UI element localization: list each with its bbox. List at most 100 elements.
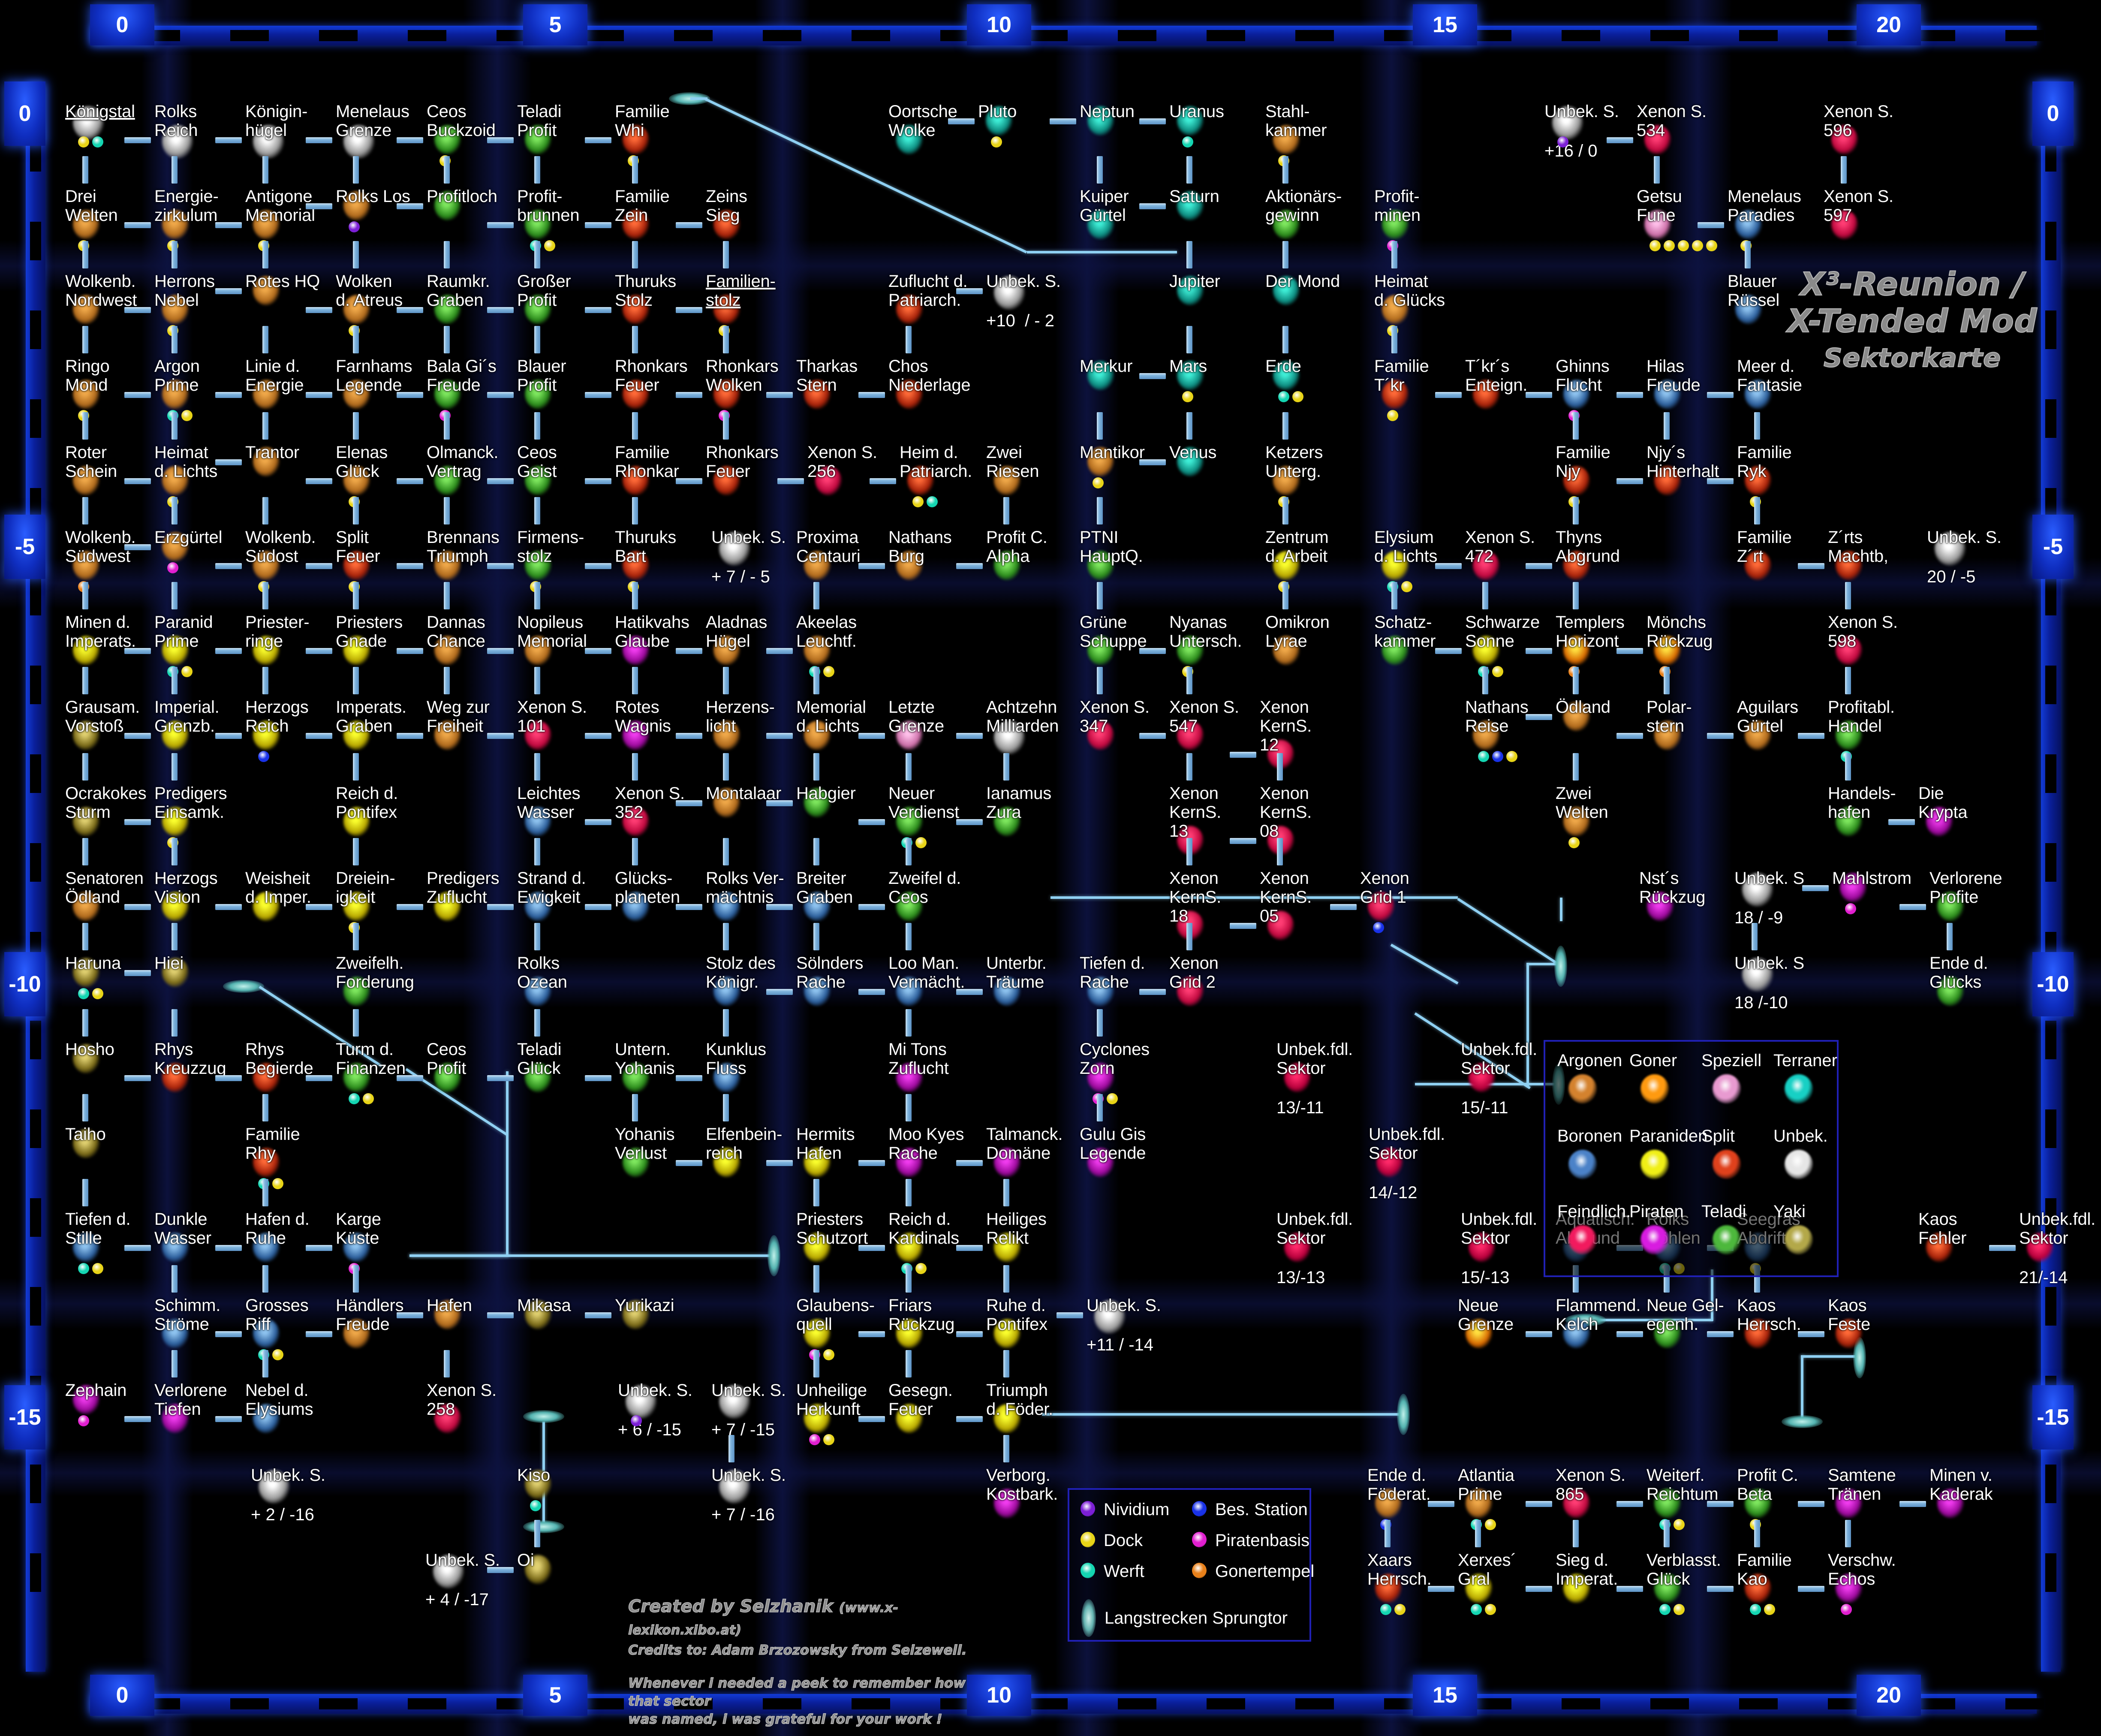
sector-orb xyxy=(1836,1574,1862,1603)
sector-orb xyxy=(434,892,461,921)
ruler-notch xyxy=(408,30,446,41)
sector-orb xyxy=(623,807,649,836)
gate-connector-horizontal xyxy=(1139,118,1166,124)
sector-label: Profit- minen xyxy=(1374,187,1421,225)
sector-orb xyxy=(525,380,551,409)
sector-label: Unbek. S. xyxy=(1927,528,2002,547)
axis-tick-left-m5: -5 xyxy=(4,515,45,579)
sector-label: Rolks Ozean xyxy=(517,954,567,992)
gate-connector-horizontal xyxy=(585,392,611,398)
gate-connector-horizontal xyxy=(1798,733,1824,739)
credits-thanks: Credits to: Adam Brzozowsky from Seizewe… xyxy=(628,1642,967,1658)
sector-label: Venus xyxy=(1169,443,1217,462)
sector-orb xyxy=(713,892,740,921)
race-legend-swatch xyxy=(1568,1074,1597,1103)
gate-connector-vertical xyxy=(813,582,819,609)
sector-label: Xenon S. 472 xyxy=(1465,528,1535,566)
sector-orb xyxy=(804,1148,831,1177)
sector-label: Tharkas Stern xyxy=(796,357,858,395)
station-marker-bes xyxy=(1492,751,1503,762)
sector-label: Familie Njy xyxy=(1556,443,1610,481)
sector-orb xyxy=(162,1404,189,1433)
sector-orb xyxy=(253,1319,280,1348)
sector-label: Unbek.fdl. Sektor xyxy=(2019,1210,2096,1248)
sector-label: Xenon S. 347 xyxy=(1080,698,1150,735)
gate-connector-vertical xyxy=(172,667,178,694)
gate-connector-horizontal xyxy=(397,203,423,209)
gate-connector-horizontal xyxy=(1707,392,1734,398)
gate-connector-horizontal xyxy=(487,904,514,910)
gate-connector-vertical xyxy=(444,497,450,524)
sector-label: Thyns Abgrund xyxy=(1556,528,1620,566)
ruler-notch xyxy=(30,1021,41,1059)
sector-orb xyxy=(1935,532,1966,566)
station-marker-dock xyxy=(1664,240,1675,251)
gate-connector-vertical xyxy=(723,412,729,440)
gate-connector-horizontal xyxy=(1428,1586,1454,1592)
sector-label: Xenon KernS. 12 xyxy=(1260,698,1312,754)
sector-label: Unbek.fdl. Sektor xyxy=(1461,1040,1538,1078)
sector-label: Templers Horizont xyxy=(1556,613,1625,651)
station-marker-piraten xyxy=(78,1415,89,1426)
gate-connector-horizontal xyxy=(585,1312,611,1318)
gate-connector-horizontal xyxy=(124,137,151,143)
station-marker-dock xyxy=(1401,581,1412,592)
gate-connector-vertical xyxy=(1845,1520,1851,1547)
jumpgate-nsts-rueckzug xyxy=(1554,946,1567,987)
ruler-notch xyxy=(230,30,269,41)
sector-label: Memorial d. Lichts xyxy=(796,698,866,735)
sector-label: Zentrum d. Arbeit xyxy=(1265,528,1329,566)
sector-orb xyxy=(1745,466,1771,495)
gate-connector-vertical xyxy=(82,753,88,781)
sector-orb xyxy=(253,210,280,239)
sector-label: Profitloch xyxy=(427,187,497,206)
jumpgate-mikasa-top xyxy=(523,1410,564,1423)
sector-label: Imperats. Graben xyxy=(336,698,406,735)
gate-connector-vertical xyxy=(906,1094,912,1121)
sector-label: Letzte Grenze xyxy=(888,698,944,735)
sector-coordinate: 14/-12 xyxy=(1369,1183,1418,1202)
sector-orb xyxy=(1087,361,1114,390)
sector-orb xyxy=(804,1404,831,1433)
station-legend-swatch xyxy=(1192,1501,1207,1516)
gate-connector-vertical xyxy=(353,753,359,781)
gate-connector-vertical xyxy=(1573,582,1579,609)
jumpline-3c xyxy=(1560,898,1562,921)
sector-coordinate: 18 /-10 xyxy=(1734,993,1788,1012)
ruler-notch xyxy=(2045,577,2056,615)
sector-orb xyxy=(1745,1319,1771,1348)
sector-label: Akeelas Leuchtf. xyxy=(796,613,857,651)
gate-connector-horizontal xyxy=(1139,989,1166,995)
sector-orb xyxy=(1654,721,1681,750)
sector-orb xyxy=(525,466,551,495)
gate-connector-horizontal xyxy=(858,733,885,739)
sector-label: Teladi Profit xyxy=(517,102,562,140)
gate-connector-horizontal xyxy=(1526,648,1552,654)
gate-connector-horizontal xyxy=(1526,1501,1552,1507)
sector-orb xyxy=(1937,977,1964,1006)
sector-orb xyxy=(815,466,842,495)
axis-tick-bottom-15: 15 xyxy=(1413,1675,1477,1716)
gate-connector-vertical xyxy=(813,923,819,950)
gate-connector-vertical xyxy=(1282,497,1288,524)
sector-label: Oi xyxy=(517,1551,534,1570)
sector-orb xyxy=(253,276,280,305)
sector-label: Samtene Tränen xyxy=(1828,1466,1896,1504)
sector-label: Hiei xyxy=(154,954,184,973)
sector-orb xyxy=(434,125,461,154)
gate-connector-vertical xyxy=(723,838,729,865)
sector-orb xyxy=(253,636,280,665)
sector-orb xyxy=(525,125,551,154)
axis-tick-top-20: 20 xyxy=(1857,4,1921,45)
sector-label: Unbek.fdl. Sektor xyxy=(1461,1210,1538,1248)
sector-label: Strand d. Ewigkeit xyxy=(517,869,586,907)
sector-orb xyxy=(1836,1489,1862,1518)
sector-coordinate: 21/-14 xyxy=(2019,1268,2068,1287)
sector-label: Xenon S. 597 xyxy=(1824,187,1893,225)
sector-orb xyxy=(162,125,193,159)
sector-orb xyxy=(1177,361,1204,390)
sector-label: Neue Gel- egenh. xyxy=(1646,1296,1724,1334)
sector-label: Blauer Profit xyxy=(517,357,566,395)
credits-author: Created by Selzhanik (www.x-lexikon.xibo… xyxy=(628,1596,984,1641)
sector-label: Xenon S. 101 xyxy=(517,698,587,735)
